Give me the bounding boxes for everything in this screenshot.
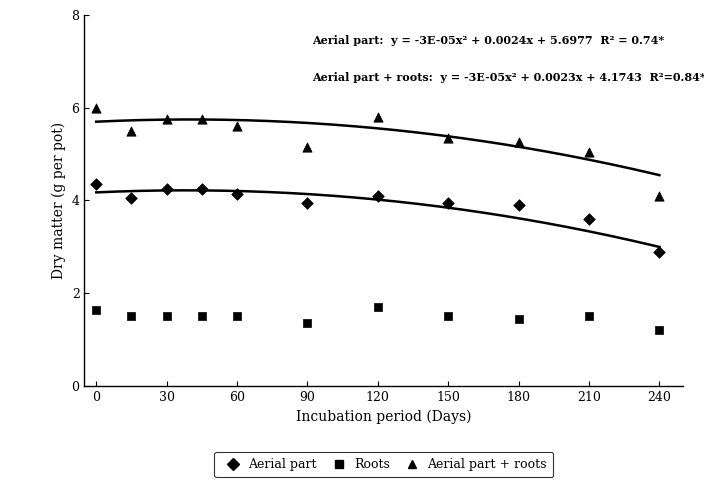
Point bbox=[196, 115, 208, 123]
Point bbox=[372, 303, 384, 311]
Point bbox=[654, 327, 665, 335]
Point bbox=[443, 134, 454, 142]
Point bbox=[443, 312, 454, 320]
Y-axis label: Dry matter (g per pot): Dry matter (g per pot) bbox=[51, 122, 66, 279]
Point bbox=[161, 312, 172, 320]
Point bbox=[513, 201, 524, 209]
Point bbox=[232, 122, 243, 130]
Point bbox=[513, 315, 524, 323]
Point bbox=[302, 199, 313, 207]
Point bbox=[91, 104, 102, 112]
Point bbox=[513, 139, 524, 147]
Point bbox=[232, 190, 243, 198]
Point bbox=[584, 148, 595, 156]
Point bbox=[654, 192, 665, 200]
Point bbox=[126, 194, 137, 202]
Point bbox=[232, 312, 243, 320]
Point bbox=[196, 185, 208, 193]
Point bbox=[302, 319, 313, 327]
Point bbox=[126, 312, 137, 320]
X-axis label: Incubation period (Days): Incubation period (Days) bbox=[296, 409, 472, 424]
Point bbox=[196, 312, 208, 320]
Legend: Aerial part, Roots, Aerial part + roots: Aerial part, Roots, Aerial part + roots bbox=[214, 452, 553, 477]
Point bbox=[584, 312, 595, 320]
Point bbox=[126, 127, 137, 135]
Point bbox=[584, 215, 595, 223]
Text: Aerial part + roots:  y = -3E-05x² + 0.0023x + 4.1743  R²=0.84*: Aerial part + roots: y = -3E-05x² + 0.00… bbox=[312, 72, 704, 83]
Point bbox=[161, 115, 172, 123]
Point bbox=[91, 180, 102, 188]
Point bbox=[654, 248, 665, 255]
Point bbox=[443, 199, 454, 207]
Point bbox=[372, 192, 384, 200]
Point bbox=[91, 305, 102, 313]
Point bbox=[372, 113, 384, 121]
Point bbox=[302, 143, 313, 151]
Point bbox=[161, 185, 172, 193]
Text: Aerial part:  y = -3E-05x² + 0.0024x + 5.6977  R² = 0.74*: Aerial part: y = -3E-05x² + 0.0024x + 5.… bbox=[312, 35, 664, 46]
